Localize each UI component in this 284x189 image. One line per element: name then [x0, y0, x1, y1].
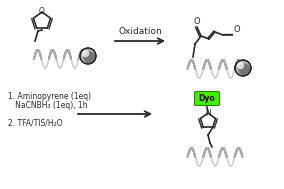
Text: N: N: [205, 108, 211, 118]
Circle shape: [80, 48, 96, 64]
Text: O: O: [233, 25, 240, 34]
Text: O: O: [194, 17, 200, 26]
Text: Dyo: Dyo: [199, 94, 215, 103]
Text: O: O: [39, 8, 45, 16]
Text: 1. Aminopyrene (1eq): 1. Aminopyrene (1eq): [8, 92, 91, 101]
Circle shape: [237, 62, 244, 69]
Text: 2. TFA/TIS/H₂O: 2. TFA/TIS/H₂O: [8, 119, 63, 128]
Text: Oxidation: Oxidation: [118, 27, 162, 36]
Circle shape: [82, 50, 89, 57]
Circle shape: [235, 60, 251, 76]
Text: NaCNBH₃ (1eq), 1h: NaCNBH₃ (1eq), 1h: [8, 101, 88, 110]
Circle shape: [239, 64, 250, 76]
FancyBboxPatch shape: [195, 91, 220, 105]
Circle shape: [83, 52, 96, 64]
